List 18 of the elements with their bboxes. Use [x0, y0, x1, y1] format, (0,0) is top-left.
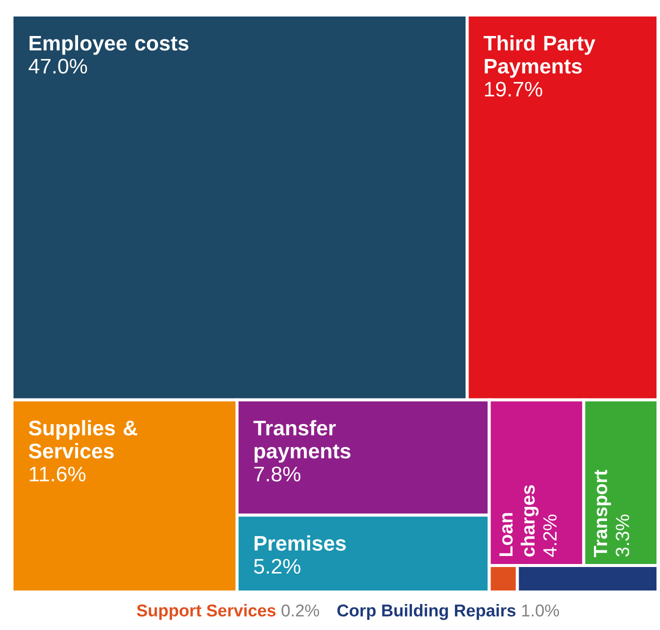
data-label: 19.7% [485, 82, 542, 97]
category-label: Corp Building Repairs [337, 604, 516, 620]
category-label: Premises [254, 535, 346, 551]
data-label: 3.3% [616, 514, 630, 557]
data-label: 5.2% [254, 558, 300, 574]
category-label: Loan charges [499, 485, 539, 557]
data-label: 4.2% [543, 514, 557, 557]
category-label: Employee costs [30, 35, 188, 55]
data-label: 11.6% [30, 466, 86, 482]
category-label: Transfer payments [253, 420, 350, 463]
category-label: Support Services [136, 604, 276, 620]
data-label: 1.0% [522, 604, 560, 617]
data-label: 47.0% [28, 58, 87, 74]
data-label: 0.2% [282, 604, 320, 617]
category-label: Transport [594, 470, 611, 558]
data-label: 7.8% [254, 466, 300, 482]
category-label: Third Party Payments [484, 35, 596, 78]
category-label: Supplies & Services [28, 420, 138, 458]
